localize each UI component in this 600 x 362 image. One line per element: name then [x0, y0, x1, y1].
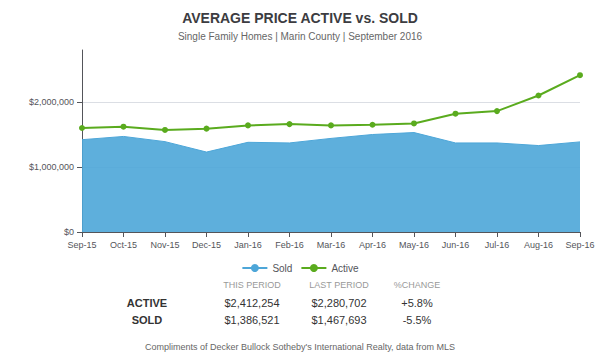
svg-text:$2,412,254: $2,412,254: [224, 297, 279, 309]
svg-text:AVERAGE PRICE ACTIVE vs. SOLD: AVERAGE PRICE ACTIVE vs. SOLD: [182, 10, 418, 26]
svg-text:Aug-16: Aug-16: [524, 240, 553, 250]
svg-text:Sep-15: Sep-15: [67, 240, 96, 250]
svg-text:Sold: Sold: [272, 263, 292, 274]
svg-text:Jul-16: Jul-16: [485, 240, 510, 250]
svg-text:$2,280,702: $2,280,702: [311, 297, 366, 309]
svg-text:Compliments of Decker Bullock: Compliments of Decker Bullock Sotheby's …: [145, 342, 455, 352]
svg-text:LAST PERIOD: LAST PERIOD: [309, 280, 369, 290]
svg-text:%CHANGE: %CHANGE: [394, 280, 441, 290]
svg-text:May-16: May-16: [399, 240, 429, 250]
svg-text:THIS PERIOD: THIS PERIOD: [223, 280, 281, 290]
svg-text:Mar-16: Mar-16: [317, 240, 346, 250]
svg-text:Sep-16: Sep-16: [565, 240, 594, 250]
svg-text:$1,467,693: $1,467,693: [311, 314, 366, 326]
svg-text:Feb-16: Feb-16: [275, 240, 304, 250]
svg-text:Jun-16: Jun-16: [442, 240, 470, 250]
svg-text:$2,000,000: $2,000,000: [29, 97, 74, 107]
svg-text:Oct-15: Oct-15: [110, 240, 137, 250]
svg-text:$0: $0: [64, 227, 74, 237]
svg-text:Nov-15: Nov-15: [150, 240, 179, 250]
svg-text:Apr-16: Apr-16: [359, 240, 386, 250]
svg-text:$1,000,000: $1,000,000: [29, 162, 74, 172]
svg-text:$1,386,521: $1,386,521: [224, 314, 279, 326]
svg-text:SOLD: SOLD: [132, 314, 163, 326]
svg-text:Jan-16: Jan-16: [234, 240, 262, 250]
svg-text:+5.8%: +5.8%: [401, 297, 433, 309]
svg-text:Active: Active: [331, 263, 359, 274]
svg-text:Dec-15: Dec-15: [192, 240, 221, 250]
svg-text:Single Family Homes | Marin Co: Single Family Homes | Marin County | Sep…: [178, 31, 423, 42]
svg-text:ACTIVE: ACTIVE: [127, 297, 167, 309]
svg-text:-5.5%: -5.5%: [403, 314, 432, 326]
